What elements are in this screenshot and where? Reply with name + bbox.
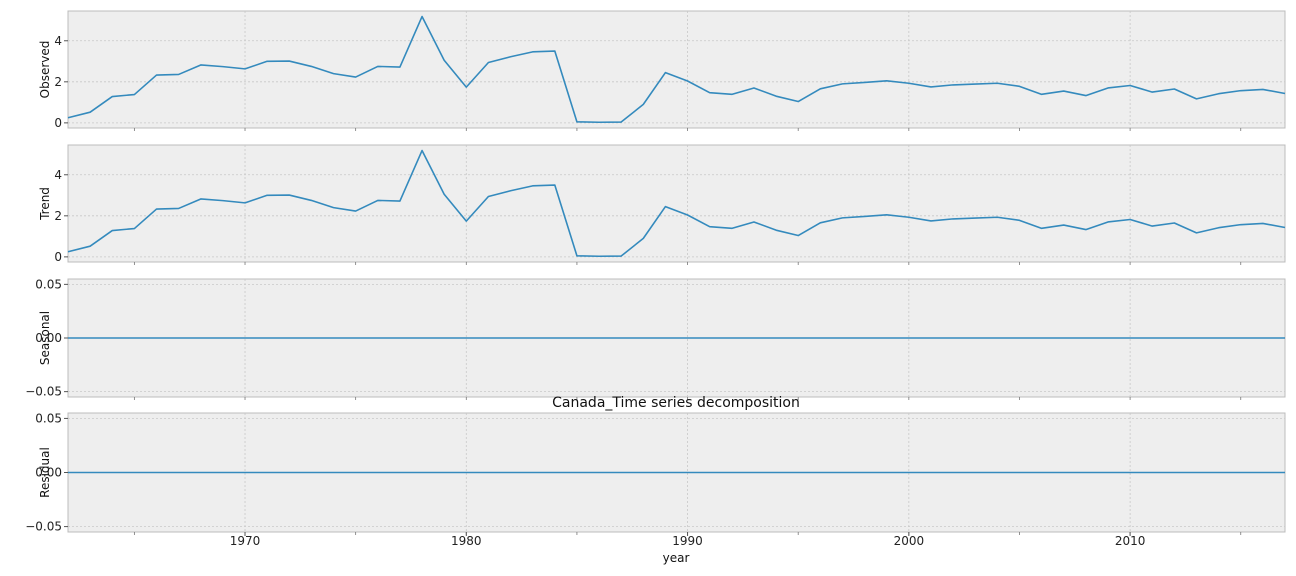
trend-y-tick-label: 4	[54, 168, 62, 182]
x-tick-label: 2000	[894, 534, 925, 548]
residual-panel: 0.05 0.00 −0.05 Residual	[25, 411, 1286, 535]
observed-plot-area	[67, 10, 1286, 129]
observed-y-tick-label: 4	[54, 34, 62, 48]
observed-series-line	[67, 15, 1286, 124]
seasonal-y-tick-label: 0.05	[35, 277, 62, 291]
seasonal-y-axis-title: Seasonal	[38, 311, 52, 365]
x-tick-label: 1980	[451, 534, 482, 548]
residual-y-tick-label: 0.00	[35, 466, 62, 480]
observed-y-axis-title: Observed	[38, 41, 52, 99]
residual-y-tick-label: −0.05	[25, 520, 62, 534]
panels-group: 024Observed024Trend0.050.00−0.05Seasonal…	[25, 10, 1286, 535]
trend-y-axis-title: Trend	[38, 187, 52, 221]
seasonal-y-tick-label: −0.05	[25, 385, 62, 399]
residual-y-tick-label: 0.05	[35, 411, 62, 425]
observed-y-tick-label: 2	[54, 75, 62, 89]
chart-title: Canada_Time series decomposition	[552, 395, 800, 411]
trend-y-tick-label: 0	[54, 250, 62, 264]
seasonal-y-tick-label: 0.00	[35, 331, 62, 345]
seasonal-panel: 0.05 0.00 −0.05 Seasonal	[25, 277, 1286, 400]
x-tick-label: 1990	[672, 534, 703, 548]
trend-plot-area	[67, 144, 1286, 263]
x-axis-title: year	[663, 551, 690, 565]
x-tick-label: 1970	[230, 534, 261, 548]
x-axis: 1970 1980 1990 2000 2010	[230, 532, 1146, 548]
observed-y-tick-label: 0	[54, 116, 62, 130]
trend-y-tick-label: 2	[54, 209, 62, 223]
trend-series-line	[67, 149, 1286, 258]
residual-y-axis-title: Residual	[38, 447, 52, 498]
x-tick-label: 2010	[1115, 534, 1146, 548]
